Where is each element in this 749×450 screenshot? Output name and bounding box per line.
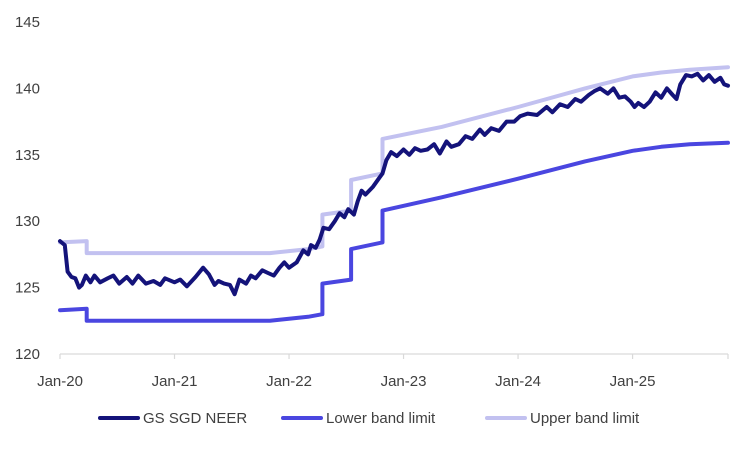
legend-item-upper: Upper band limit xyxy=(485,410,640,427)
y-tick-label: 135 xyxy=(15,147,40,164)
upper-band-limit-line xyxy=(58,65,730,256)
x-tick-label: Jan-25 xyxy=(610,373,656,390)
y-tick-label: 125 xyxy=(15,280,40,297)
y-tick-label: 140 xyxy=(15,80,40,97)
gs-sgd-neer-line xyxy=(58,71,730,297)
lower-band-limit-line xyxy=(58,140,730,323)
x-axis: Jan-20 Jan-21 Jan-22 Jan-23 Jan-24 Jan-2… xyxy=(37,353,729,390)
y-tick-label: 130 xyxy=(15,213,40,230)
legend-label-lower: Lower band limit xyxy=(326,410,436,427)
y-tick-label: 120 xyxy=(15,346,40,363)
legend-item-neer: GS SGD NEER xyxy=(98,410,247,427)
legend-label-upper: Upper band limit xyxy=(530,410,640,427)
x-tick-label: Jan-20 xyxy=(37,373,83,390)
legend-label-neer: GS SGD NEER xyxy=(143,410,247,427)
series-layer xyxy=(58,65,730,323)
x-tick-label: Jan-24 xyxy=(495,373,541,390)
x-tick-label: Jan-22 xyxy=(266,373,312,390)
x-tick-label: Jan-21 xyxy=(152,373,198,390)
y-tick-label: 145 xyxy=(15,14,40,31)
legend-item-lower: Lower band limit xyxy=(281,410,436,427)
y-axis-labels: 120 125 130 135 140 145 xyxy=(15,14,40,363)
x-tick-label: Jan-23 xyxy=(381,373,427,390)
legend: GS SGD NEER Lower band limit Upper band … xyxy=(98,410,640,427)
